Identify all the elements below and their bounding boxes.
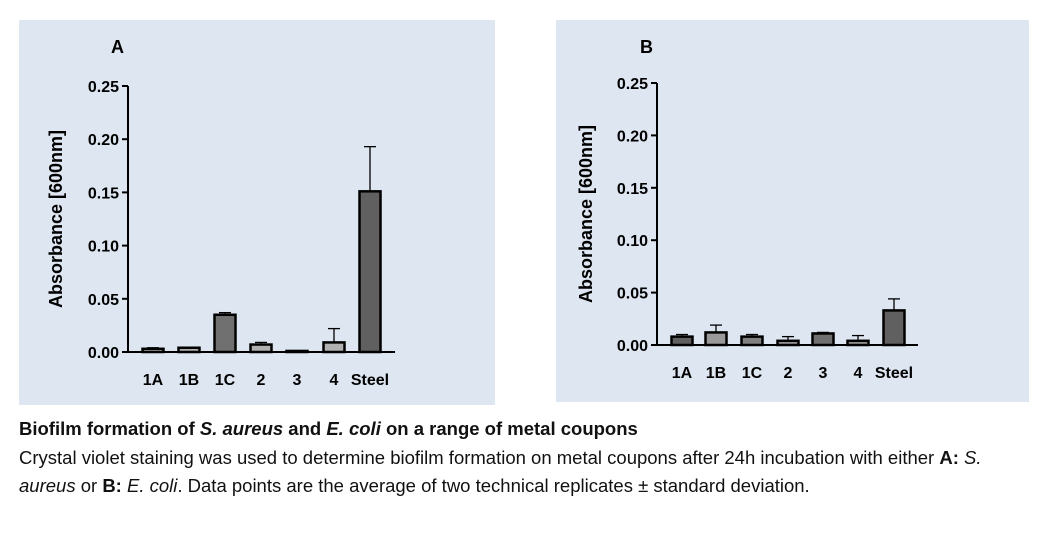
bar-steel [882, 309, 906, 347]
x-tick-label-4: 4 [854, 365, 863, 382]
caption-title-s-aureus: S. aureus [199, 418, 284, 439]
x-tick-label-1a: 1A [143, 372, 164, 389]
x-tick-label-1a: 1A [672, 365, 693, 382]
y-tick-label: 0.15 [88, 185, 119, 202]
y-tick-label: 0.00 [617, 338, 648, 355]
x-tick-label-3: 3 [819, 365, 828, 382]
bar-2 [776, 339, 800, 347]
y-tick-label: 0.05 [617, 286, 648, 303]
caption-body-text: . Data points are the average of two tec… [177, 475, 810, 496]
caption-body-b: B: [102, 475, 122, 496]
caption-title-e-coli: E. coli [326, 418, 381, 439]
x-tick-label-2: 2 [257, 372, 266, 389]
panel-b-label: B [640, 37, 653, 57]
x-tick-label-4: 4 [330, 372, 339, 389]
panel-a-label: A [111, 37, 124, 57]
y-tick-label: 0.20 [88, 132, 119, 149]
x-tick-label-1b: 1B [179, 372, 199, 389]
y-tick-label: 0.05 [88, 292, 119, 309]
bar-1a [141, 347, 165, 354]
x-tick-label-1c: 1C [215, 372, 236, 389]
chart-b: 0.00 0.05 0.10 0.15 0.20 0.25 Absorbance [600n… [576, 76, 918, 382]
x-tick-label-1b: 1B [706, 365, 726, 382]
y-tick-label: 0.10 [617, 233, 648, 250]
y-tick-label: 0.25 [88, 79, 119, 96]
bar-4 [322, 341, 346, 354]
bar-1b [177, 346, 201, 354]
bar-1a [670, 335, 694, 347]
chart-a: 0.00 0.05 0.10 0.15 0.20 0.25 Absorbance [600n… [46, 79, 395, 389]
caption-body-s-aureus: S. aureus [19, 446, 982, 497]
y-tick-label: 0.20 [617, 128, 648, 145]
y-tick-label: 0.25 [617, 76, 648, 93]
caption-title-text: on a range of metal coupons [380, 418, 638, 439]
x-tick-label-steel: Steel [351, 372, 389, 389]
bar-4 [846, 339, 870, 347]
bar-3 [285, 349, 309, 354]
x-tick-label-1c: 1C [742, 365, 763, 382]
caption-title: Biofilm formation of S. aureus and E. co… [19, 415, 1039, 444]
caption-body-text: or [75, 475, 103, 496]
bar-1c [213, 313, 237, 354]
caption-title-text: Biofilm formation of [19, 418, 200, 439]
bar-3 [811, 332, 835, 347]
y-axis-title: Absorbance [600nm] [576, 125, 596, 303]
caption-body: Crystal violet staining was used to dete… [19, 444, 1039, 501]
bar-1b [704, 331, 728, 347]
panel-b-background: B 0.00 0.05 0.10 0.15 0.20 0.25 Absorbance [60… [556, 20, 1029, 402]
caption-body-a: A: [939, 446, 959, 468]
caption-body-text: Crystal violet staining was used to dete… [19, 446, 940, 468]
bar-1c [740, 335, 764, 347]
caption-body-e-coli: E. coli [126, 475, 178, 496]
x-tick-label-2: 2 [784, 365, 793, 382]
y-tick-label: 0.10 [88, 239, 119, 256]
y-tick-label: 0.00 [88, 345, 119, 362]
bar-2 [249, 343, 273, 354]
x-tick-label-3: 3 [293, 372, 302, 389]
caption-title-text: and [283, 418, 327, 439]
y-axis-title: Absorbance [600nm] [46, 130, 66, 308]
x-tick-label-steel: Steel [875, 365, 913, 382]
y-tick-label: 0.15 [617, 181, 648, 198]
panel-a-background: A 0.00 0.05 0.10 0.15 0.20 0.25 Absorbance [60… [19, 20, 495, 405]
bar-steel [358, 190, 382, 354]
figure-caption: Biofilm formation of S. aureus and E. co… [19, 415, 1039, 501]
